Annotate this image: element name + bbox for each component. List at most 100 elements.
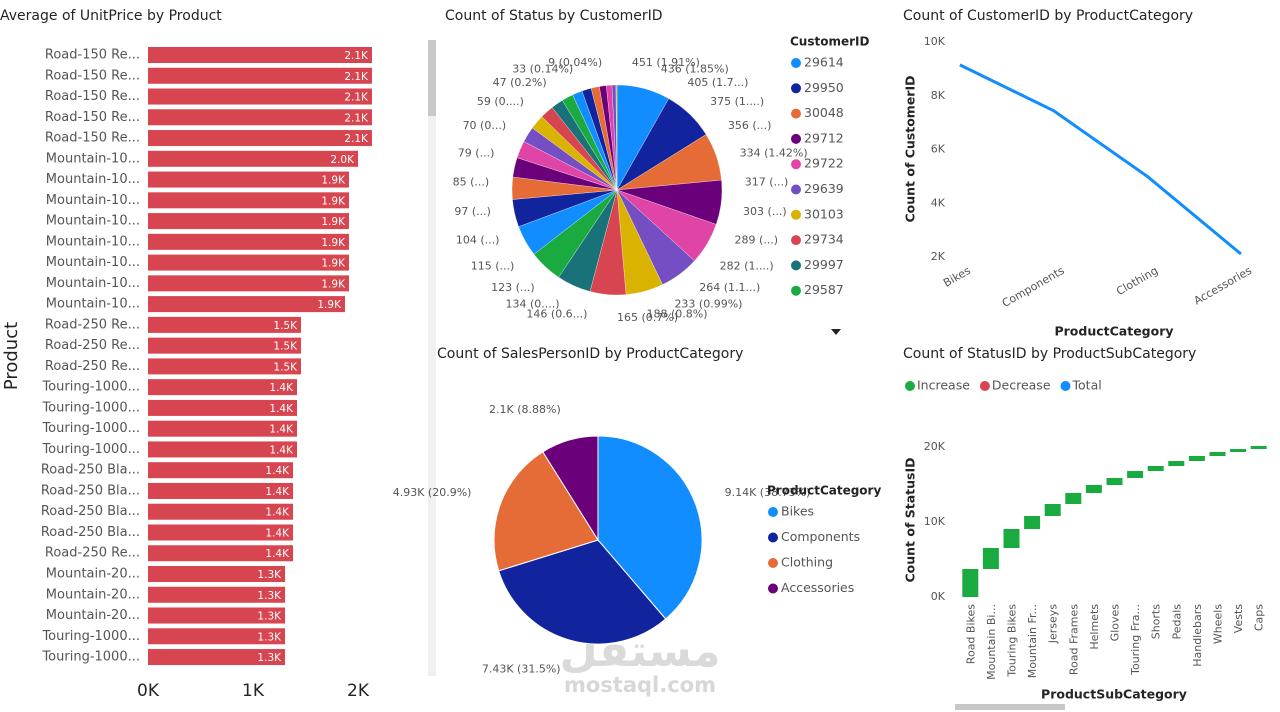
data-label: 1.4K — [269, 424, 294, 436]
data-label: 1.3K — [257, 611, 282, 623]
y-tick-label: Mountain-10... — [46, 172, 140, 187]
x-tick-label: Helmets — [1088, 604, 1101, 650]
bar — [148, 213, 349, 230]
bar — [148, 358, 301, 375]
y-tick-label: Mountain-20... — [46, 587, 140, 602]
y-tick-label: Mountain-10... — [46, 255, 140, 270]
y-tick-label: Mountain-20... — [46, 608, 140, 623]
y-tick-label: 10K — [924, 35, 946, 48]
x-tick-label: Handlebars — [1191, 604, 1204, 667]
data-label: 1.9K — [321, 175, 346, 187]
pie-slice — [498, 539, 667, 645]
bar — [148, 233, 349, 250]
legend-marker — [791, 133, 801, 144]
data-label: 303 (...) — [743, 205, 787, 218]
x-tick-label: Caps — [1253, 604, 1266, 631]
legend-label: 29734 — [804, 232, 844, 247]
data-label: 2.1K — [344, 92, 369, 104]
legend-label: Clothing — [781, 555, 833, 570]
y-tick-label: Road-150 Re... — [45, 131, 140, 146]
legend-label: Total — [1072, 378, 1102, 393]
legend-marker — [791, 209, 801, 220]
bar — [148, 607, 286, 624]
data-label: 1.5K — [273, 361, 298, 373]
y-tick-label: Road-150 Re... — [45, 89, 140, 104]
y-tick-label: Touring-1000... — [41, 400, 140, 415]
waterfall-bar — [1250, 446, 1267, 450]
bar — [148, 628, 286, 645]
bar — [148, 316, 301, 333]
y-tick-label: Road-250 Re... — [45, 338, 140, 353]
waterfall-bar — [1209, 452, 1226, 456]
legend-label: Accessories — [781, 580, 854, 595]
data-label: 1.3K — [257, 631, 282, 643]
x-tick-label: Wheels — [1212, 604, 1225, 644]
chart-title: Count of CustomerID by ProductCategory — [903, 8, 1193, 24]
y-tick-label: Road-150 Re... — [45, 110, 140, 125]
data-label: 1.4K — [269, 382, 294, 394]
x-tick-label: Vests — [1232, 604, 1245, 633]
data-label: 188 (0.8%) — [647, 308, 708, 321]
legend-marker — [791, 184, 801, 195]
legend-label: 29614 — [804, 55, 844, 70]
legend-marker — [791, 58, 801, 68]
data-label: 165 (0.7%) — [617, 311, 678, 324]
data-label: 59 (0....) — [477, 95, 524, 108]
waterfall-bar — [1127, 471, 1144, 479]
x-tick-label: Jerseys — [1047, 604, 1060, 645]
data-label: 97 (...) — [454, 205, 491, 218]
bar — [148, 109, 372, 126]
legend-marker — [905, 381, 915, 391]
waterfall-bar — [1188, 456, 1205, 462]
legend-title: CustomerID — [790, 35, 869, 49]
y-tick-label: 4K — [931, 196, 946, 209]
scroll-thumb[interactable] — [428, 40, 436, 116]
data-label: 233 (0.99%) — [674, 297, 742, 310]
x-axis-title: ProductSubCategory — [1041, 687, 1187, 702]
data-label: 356 (...) — [728, 119, 772, 132]
bar — [148, 482, 294, 499]
y-tick-label: 6K — [931, 143, 946, 156]
x-tick-label: Gloves — [1109, 604, 1122, 642]
data-label: 1.3K — [257, 569, 282, 581]
watermark: mostaql.com — [564, 673, 716, 697]
data-label: 7.43K (31.5%) — [482, 663, 561, 676]
y-tick-label: Mountain-10... — [46, 214, 140, 229]
data-label: 1.9K — [321, 216, 346, 228]
data-label: 1.4K — [265, 527, 290, 539]
legend-more-arrow[interactable] — [831, 329, 841, 335]
bar — [148, 545, 294, 562]
bar — [148, 192, 349, 209]
y-tick-label: Mountain-10... — [46, 297, 140, 312]
waterfall-bar — [962, 569, 979, 597]
y-axis-title: Count of CustomerID — [903, 75, 918, 222]
data-label: 1.4K — [269, 444, 294, 456]
data-label: 436 (1.85%) — [661, 63, 729, 76]
data-label: 123 (...) — [491, 281, 535, 294]
data-label: 289 (...) — [735, 234, 779, 247]
data-label: 334 (1.42%) — [740, 146, 808, 159]
waterfall-bar — [1044, 504, 1061, 517]
data-label: 70 (0...) — [463, 119, 507, 132]
y-tick-label: 10K — [924, 515, 946, 528]
y-tick-label: Touring-1000... — [41, 629, 140, 644]
y-axis-title: Product — [1, 322, 22, 390]
legend-marker — [791, 83, 801, 94]
y-tick-label: Touring-1000... — [41, 650, 140, 665]
y-tick-label: Road-250 Bla... — [41, 463, 140, 478]
data-label: 115 (...) — [471, 259, 515, 272]
legend-marker — [791, 285, 801, 296]
x-tick-label: Mountain Bi... — [985, 604, 998, 680]
bar — [148, 254, 349, 271]
y-tick-label: Touring-1000... — [41, 442, 140, 457]
legend-label: 30103 — [804, 206, 844, 221]
data-label: 4.93K (20.9%) — [393, 486, 472, 499]
legend-marker — [768, 507, 778, 517]
x-tick-label: 1K — [242, 681, 265, 701]
x-axis-title: ProductCategory — [1054, 324, 1173, 339]
scrollbar[interactable] — [955, 704, 1065, 710]
bar — [148, 379, 297, 396]
bar — [148, 462, 294, 479]
data-label: 2.1K — [344, 112, 369, 124]
